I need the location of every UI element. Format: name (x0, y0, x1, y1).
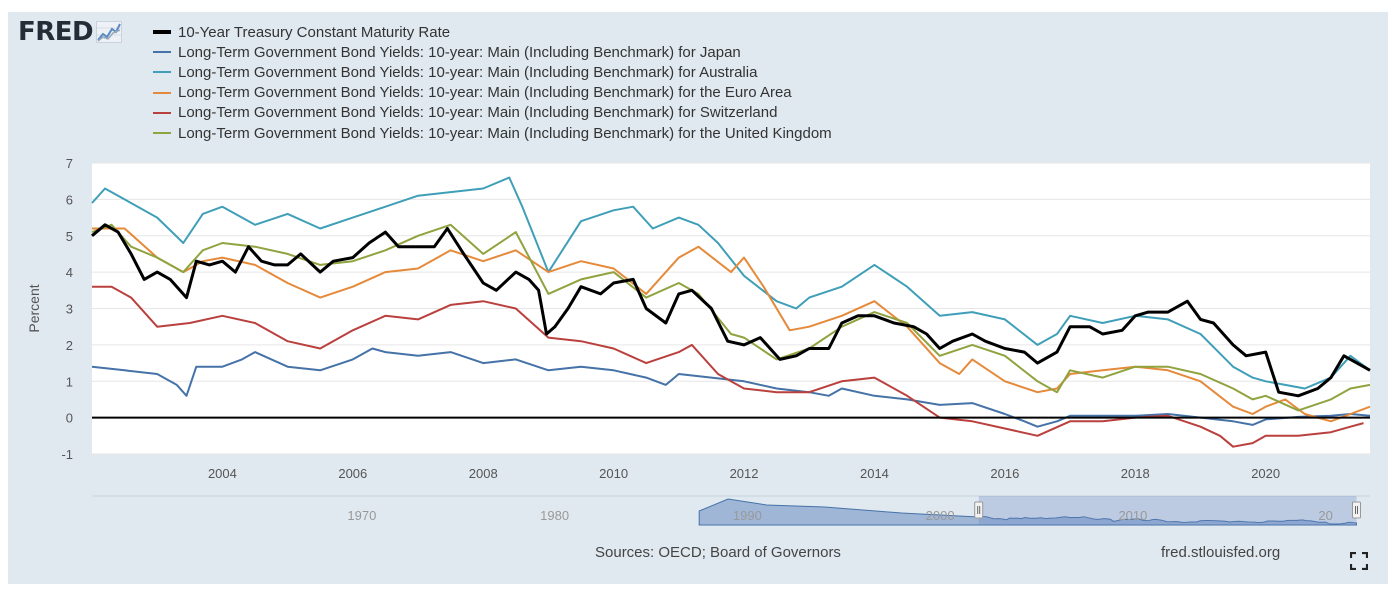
y-tick-label: 2 (66, 338, 73, 353)
navigator-tick-label: 1990 (733, 508, 762, 523)
navigator-handle-left[interactable] (974, 501, 984, 519)
series-line-us-treasury (91, 223, 1371, 398)
line-graph-icon (96, 21, 123, 43)
x-tick-label: 2006 (338, 466, 367, 481)
y-tick-label: 7 (66, 156, 73, 171)
x-tick-label: 2008 (469, 466, 498, 481)
y-tick-label: 6 (66, 192, 73, 207)
legend-swatch (153, 91, 171, 94)
legend-item-us-treasury[interactable]: 10-Year Treasury Constant Maturity Rate (153, 22, 832, 42)
series-line-the-united-kingdom (91, 223, 1371, 412)
y-tick-label: 1 (66, 374, 73, 389)
y-tick-label: -1 (61, 447, 73, 462)
legend-item-australia[interactable]: Long-Term Government Bond Yields: 10-yea… (153, 62, 832, 82)
legend-item-japan[interactable]: Long-Term Government Bond Yields: 10-yea… (153, 42, 832, 62)
legend-label: Long-Term Government Bond Yields: 10-yea… (178, 63, 758, 81)
series-line-the-euro-area (92, 227, 1371, 423)
logo-text: FRED (18, 17, 94, 47)
x-tick-label: 2004 (208, 466, 237, 481)
navigator-series-area (698, 498, 1358, 526)
navigator-tick-label: 1980 (540, 508, 569, 523)
x-tick-label: 2016 (990, 466, 1019, 481)
legend-swatch (153, 132, 171, 135)
navigator-tick-label: 2000 (926, 508, 955, 523)
legend-swatch (153, 111, 171, 114)
navigator-selection (978, 496, 1357, 525)
y-tick-label: 3 (66, 302, 73, 317)
y-tick-label: 5 (66, 229, 73, 244)
y-axis-label: Percent (26, 284, 42, 332)
chart-legend: 10-Year Treasury Constant Maturity Rate L… (153, 22, 832, 143)
fullscreen-icon[interactable] (1350, 552, 1368, 570)
legend-swatch (153, 51, 171, 54)
x-tick-label: 2018 (1121, 466, 1150, 481)
legend-item-switzerland[interactable]: Long-Term Government Bond Yields: 10-yea… (153, 103, 832, 123)
legend-swatch (153, 71, 171, 74)
legend-swatch (153, 30, 171, 35)
legend-label: Long-Term Government Bond Yields: 10-yea… (178, 104, 778, 122)
x-tick-label: 2020 (1251, 466, 1280, 481)
legend-label: Long-Term Government Bond Yields: 10-yea… (178, 43, 741, 61)
navigator-tick-label: 2010 (1118, 508, 1147, 523)
x-tick-label: 2010 (599, 466, 628, 481)
navigator-tick-label: 20 (1318, 508, 1332, 523)
legend-label: 10-Year Treasury Constant Maturity Rate (178, 23, 451, 41)
navigator-handle-right[interactable] (1352, 501, 1362, 519)
series-line-switzerland (92, 285, 1364, 448)
legend-item-the-united-kingdom[interactable]: Long-Term Government Bond Yields: 10-yea… (153, 123, 832, 143)
x-tick-label: 2012 (730, 466, 759, 481)
x-tick-label: 2014 (860, 466, 889, 481)
navigator-tick-label: 1970 (347, 508, 376, 523)
legend-item-the-euro-area[interactable]: Long-Term Government Bond Yields: 10-yea… (153, 83, 832, 103)
series-line-australia (91, 176, 1371, 390)
legend-label: Long-Term Government Bond Yields: 10-yea… (178, 124, 832, 142)
y-tick-label: 4 (66, 265, 73, 280)
sources-text: Sources: OECD; Board of Governors (595, 544, 841, 561)
fred-logo[interactable]: FRED (18, 16, 123, 48)
y-tick-label: 0 (66, 411, 73, 426)
site-url[interactable]: fred.stlouisfed.org (1161, 544, 1281, 561)
legend-label: Long-Term Government Bond Yields: 10-yea… (178, 84, 792, 102)
